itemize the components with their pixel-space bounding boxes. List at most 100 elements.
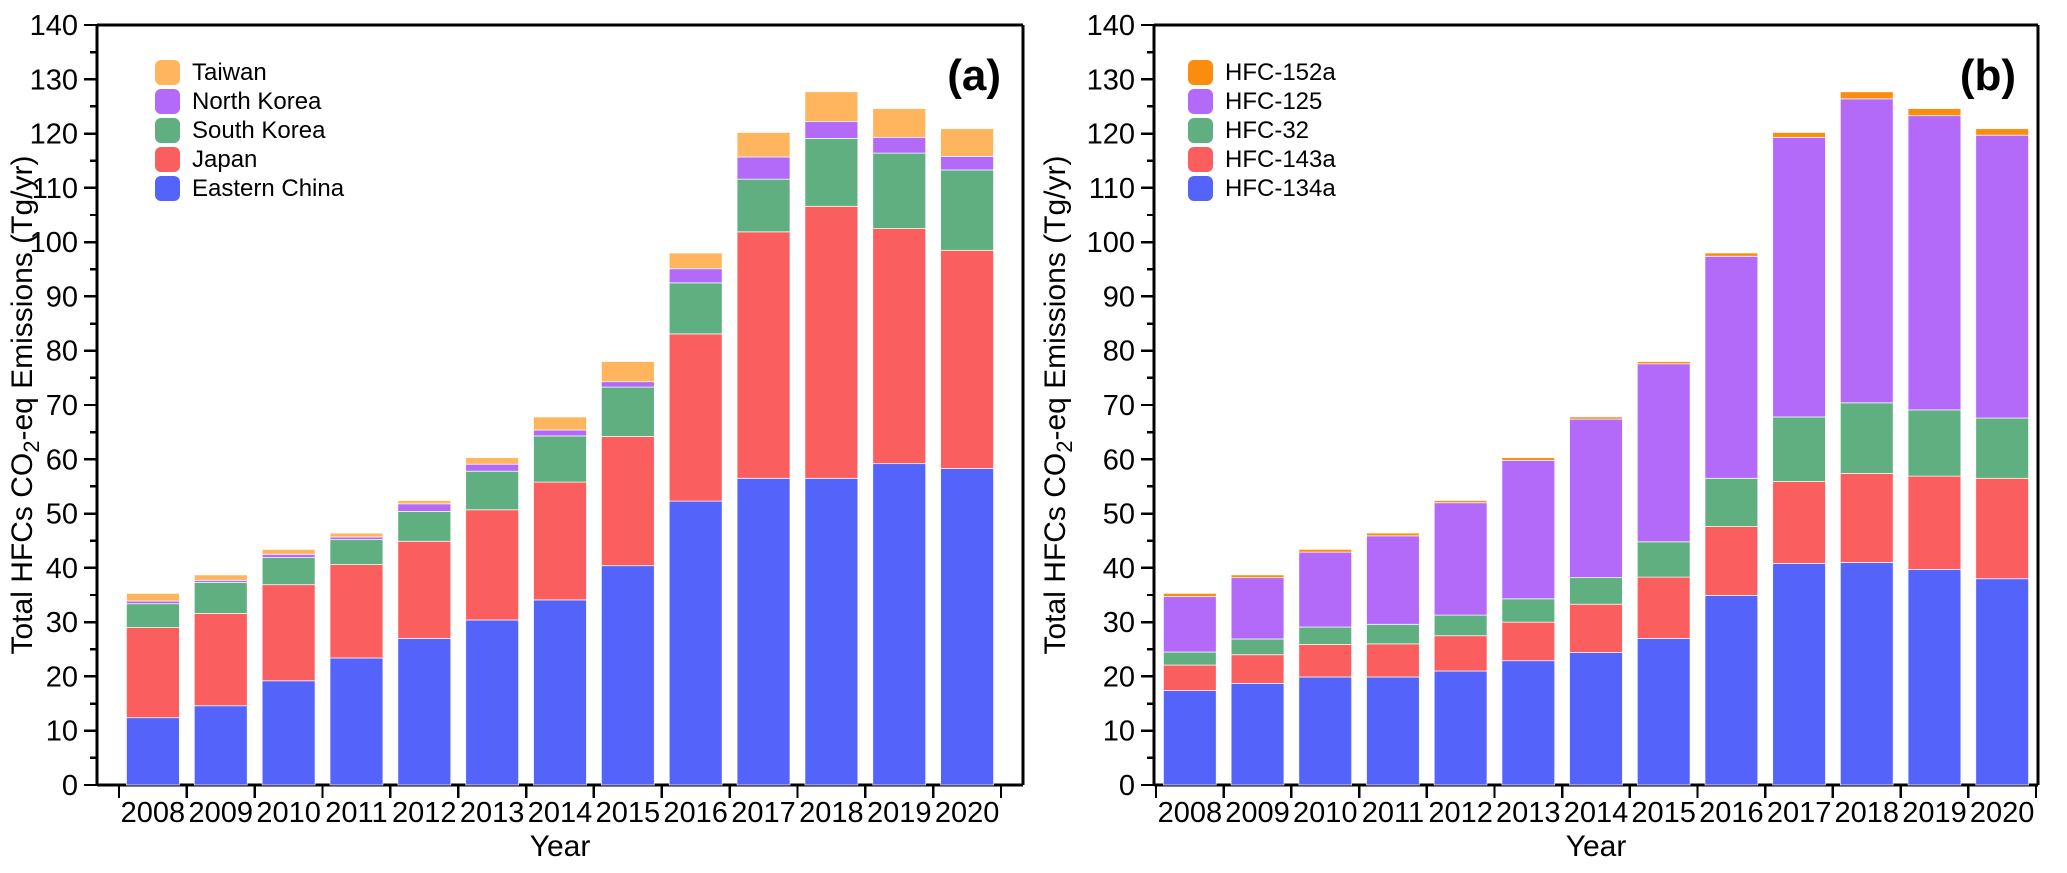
chart-canvas: 0 10 20 30 40 50 60 70 80 90 100 110 120 130 140 Total … xyxy=(1039,10,2040,863)
bar-segment-hfc-152a-2017 xyxy=(1772,132,1826,138)
y-tick-label: 140 xyxy=(1087,10,1135,42)
bar-segment-north-korea-2011 xyxy=(329,536,384,541)
bar-segment-hfc-134a-2014 xyxy=(1569,652,1623,786)
bar-segment-eastern-china-2011 xyxy=(329,657,384,786)
x-tick-label: 2010 xyxy=(256,797,321,829)
bar-segment-hfc-134a-2020 xyxy=(1975,578,2029,786)
x-tick-label: 2012 xyxy=(1428,797,1493,829)
x-tick-label: 2012 xyxy=(392,797,457,829)
x-tick-label: 2015 xyxy=(596,797,661,829)
bar-segment-hfc-32-2011 xyxy=(1366,623,1420,645)
bar-segment-hfc-152a-2013 xyxy=(1501,457,1556,461)
bar-segment-north-korea-2017 xyxy=(736,156,791,180)
legend-label: Japan xyxy=(192,146,257,173)
y-tick-label: 40 xyxy=(1103,553,1135,585)
y-axis: 0 10 20 30 40 50 60 70 80 90 100 110 120 130 140 xyxy=(30,10,97,802)
y-tick-label: 20 xyxy=(46,661,78,693)
y-tick-label: 40 xyxy=(46,553,78,585)
x-tick-label: 2009 xyxy=(189,797,254,829)
bar-segment-north-korea-2013 xyxy=(465,463,520,472)
bar-segment-eastern-china-2013 xyxy=(465,619,520,786)
bar-segment-hfc-152a-2016 xyxy=(1704,252,1759,257)
bar-segment-hfc-143a-2017 xyxy=(1772,481,1826,564)
bar-segment-hfc-32-2008 xyxy=(1163,651,1217,666)
bar-segment-taiwan-2020 xyxy=(940,128,994,157)
bar-segment-eastern-china-2016 xyxy=(668,500,723,786)
x-axis: 2008 2009 2010 2011 2012 2013 2014 2015 2016 2017… xyxy=(1154,785,2038,829)
bar-segment-hfc-152a-2009 xyxy=(1230,574,1285,579)
bar-segment-hfc-134a-2015 xyxy=(1636,638,1691,786)
y-tick-label: 100 xyxy=(30,227,78,259)
bar-segment-eastern-china-2017 xyxy=(736,477,791,786)
y-tick-label: 100 xyxy=(1087,227,1135,259)
legend-label: HFC-152a xyxy=(1225,59,1336,86)
x-tick-label: 2013 xyxy=(460,797,525,829)
bar-segment-japan-2015 xyxy=(600,436,655,567)
bar-segment-south-korea-2010 xyxy=(261,557,316,586)
panel-label: (b) xyxy=(1960,51,2016,100)
bar-segment-taiwan-2017 xyxy=(736,132,791,158)
bar-segment-hfc-134a-2013 xyxy=(1501,660,1556,786)
bar-segment-taiwan-2009 xyxy=(193,574,248,581)
bar-segment-south-korea-2013 xyxy=(465,470,520,511)
bar-segment-south-korea-2011 xyxy=(329,539,384,566)
bar-segment-hfc-143a-2020 xyxy=(1975,477,2029,580)
bar-segment-north-korea-2008 xyxy=(126,600,180,605)
bar-segment-south-korea-2015 xyxy=(600,386,655,437)
legend-swatch xyxy=(1188,176,1213,201)
legend-label: North Korea xyxy=(192,88,322,115)
legend-label: HFC-143a xyxy=(1225,146,1336,173)
bar-segment-south-korea-2016 xyxy=(668,282,723,335)
x-tick-label: 2014 xyxy=(528,797,593,829)
bar-segment-hfc-32-2014 xyxy=(1569,577,1623,605)
bar-segment-hfc-152a-2020 xyxy=(1975,128,2029,136)
y-tick-label: 120 xyxy=(30,119,78,151)
bar-segment-hfc-143a-2010 xyxy=(1298,644,1353,678)
bar-segment-japan-2017 xyxy=(736,231,791,479)
bar-segment-eastern-china-2008 xyxy=(126,717,180,786)
bar-segment-eastern-china-2015 xyxy=(600,565,655,786)
bar-segment-hfc-134a-2012 xyxy=(1433,670,1488,786)
legend-label: HFC-134a xyxy=(1225,175,1336,202)
y-tick-label: 70 xyxy=(1103,390,1135,422)
y-tick-label: 60 xyxy=(46,444,78,476)
y-tick-label: 130 xyxy=(1087,64,1135,96)
bar-segment-hfc-125-2009 xyxy=(1230,577,1285,640)
bar-segment-japan-2013 xyxy=(465,509,520,621)
bar-segment-north-korea-2020 xyxy=(940,155,994,171)
bar-segment-eastern-china-2010 xyxy=(261,680,316,786)
bar-segment-hfc-143a-2013 xyxy=(1501,621,1556,662)
y-tick-label: 30 xyxy=(46,607,78,639)
bar-segment-hfc-125-2017 xyxy=(1772,136,1826,418)
legend-label: South Korea xyxy=(192,117,326,144)
bar-segment-south-korea-2009 xyxy=(193,582,248,614)
bar-segment-hfc-134a-2018 xyxy=(1839,562,1894,786)
bar-segment-north-korea-2010 xyxy=(261,553,316,558)
bar-segment-south-korea-2020 xyxy=(940,169,994,251)
bar-segment-japan-2009 xyxy=(193,613,248,707)
bar-segment-hfc-125-2016 xyxy=(1704,255,1759,479)
x-axis-title: Year xyxy=(1566,830,1627,863)
bar-segment-hfc-134a-2009 xyxy=(1230,683,1285,786)
bar-segment-japan-2012 xyxy=(397,540,452,639)
y-tick-label: 90 xyxy=(1103,281,1135,313)
bar-segment-hfc-143a-2014 xyxy=(1569,603,1623,653)
bar-segment-hfc-143a-2011 xyxy=(1366,643,1420,678)
bar-segment-eastern-china-2020 xyxy=(940,468,994,786)
bar-segment-hfc-134a-2011 xyxy=(1366,676,1420,786)
bar-segment-taiwan-2012 xyxy=(397,500,452,505)
bar-segment-hfc-32-2016 xyxy=(1704,477,1759,527)
y-tick-label: 130 xyxy=(30,64,78,96)
bar-segment-eastern-china-2012 xyxy=(397,638,452,786)
x-tick-label: 2008 xyxy=(1158,797,1223,829)
y-tick-label: 30 xyxy=(1103,607,1135,639)
bar-segment-hfc-134a-2008 xyxy=(1163,690,1217,786)
bar-segment-hfc-143a-2008 xyxy=(1163,664,1217,691)
bar-segment-eastern-china-2014 xyxy=(533,599,587,786)
legend-swatch xyxy=(1188,60,1213,85)
bar-segment-north-korea-2016 xyxy=(668,268,723,284)
bar-segment-hfc-32-2019 xyxy=(1907,409,1962,477)
